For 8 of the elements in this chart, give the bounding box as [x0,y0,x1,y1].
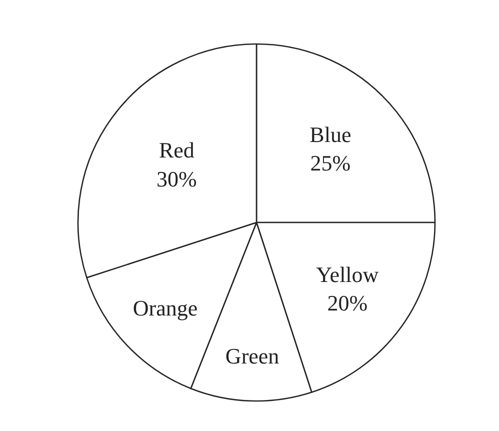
data-label: 20% [327,290,368,316]
slice-label: Yellow [316,262,379,287]
slice-label: Blue [310,122,352,147]
data-label: 25% [310,150,351,176]
slice-label: Green [225,343,280,368]
data-label: 30% [156,166,197,192]
slice-label: Red [158,138,194,163]
slice-label: Orange [132,296,198,321]
